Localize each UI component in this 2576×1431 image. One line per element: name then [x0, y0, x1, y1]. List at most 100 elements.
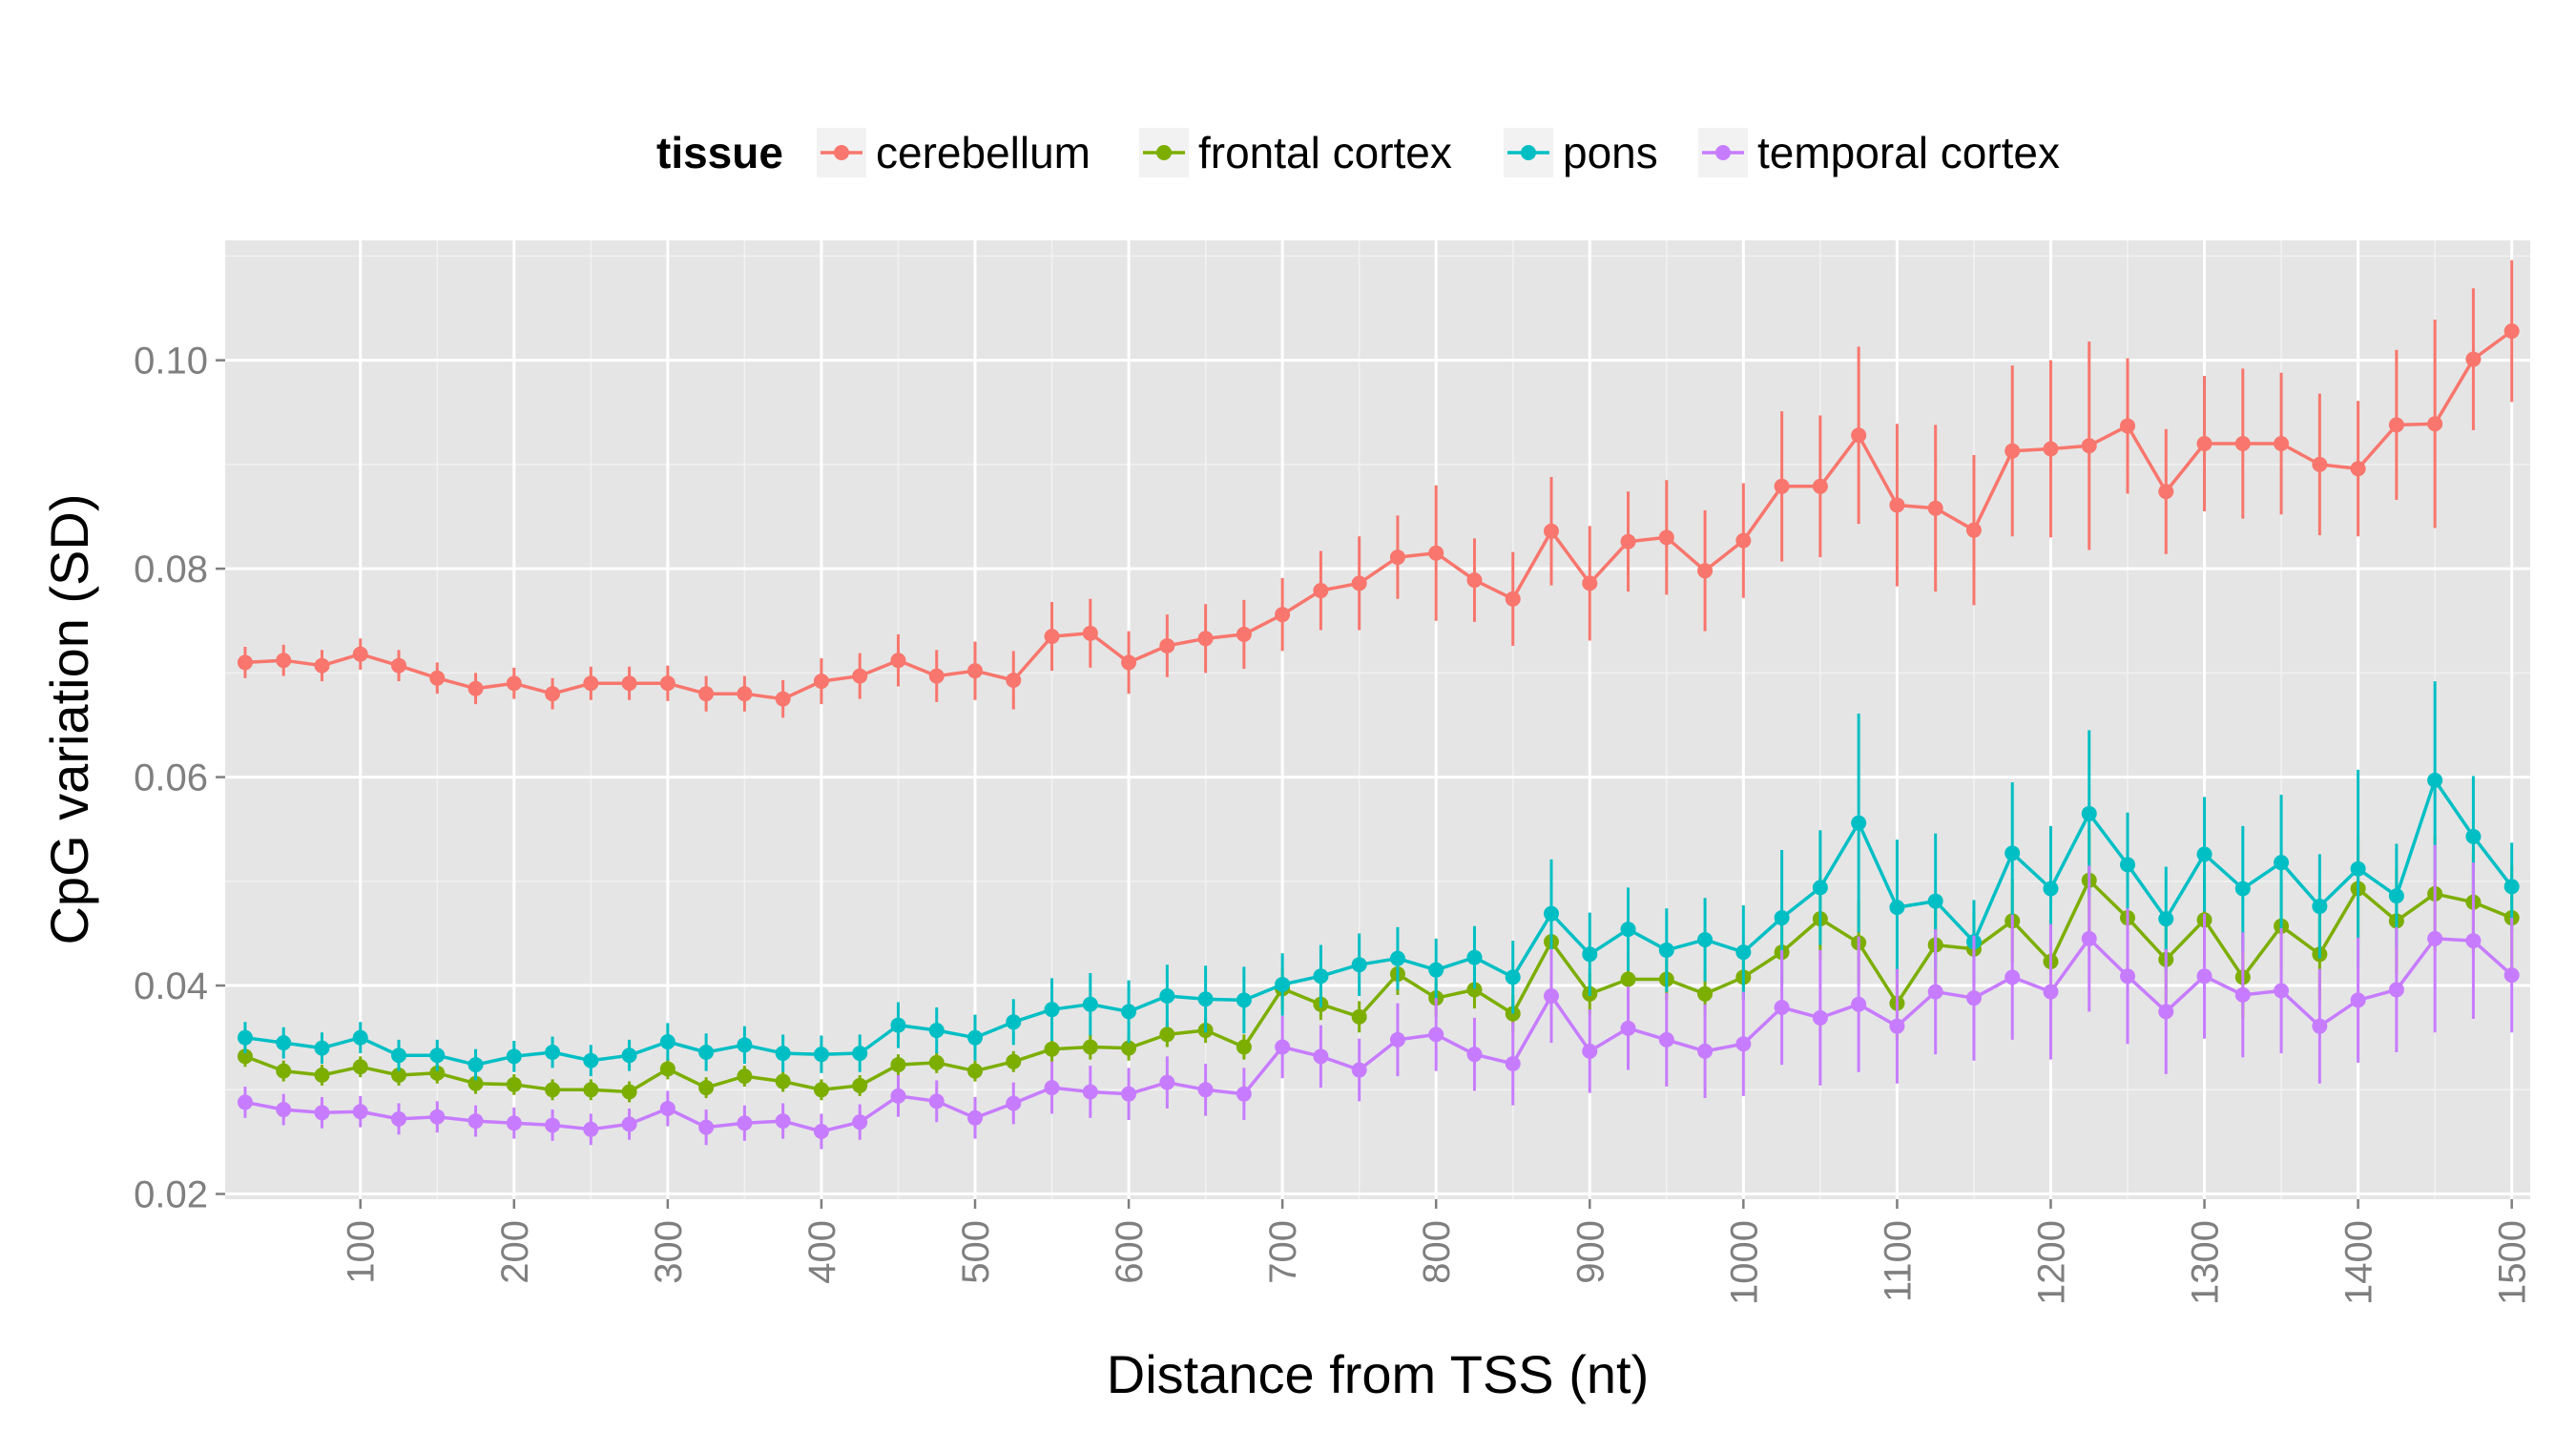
data-point: [2465, 828, 2482, 844]
data-point: [1582, 946, 1598, 963]
data-point: [2234, 986, 2251, 1003]
data-point: [1658, 529, 1674, 546]
data-point: [698, 1080, 715, 1096]
data-point: [237, 1048, 253, 1065]
y-tick-label: 0.10: [134, 341, 208, 383]
data-point: [1620, 533, 1636, 550]
y-axis-title: CpG variation (SD): [39, 493, 99, 944]
legend-item-temporal-cortex: temporal cortex: [1698, 128, 2060, 177]
data-point: [1197, 631, 1214, 647]
data-point: [1927, 500, 1943, 516]
data-point: [2312, 899, 2328, 915]
data-point: [1351, 1062, 1367, 1078]
legend-label: pons: [1563, 128, 1658, 177]
data-point: [1389, 550, 1405, 566]
x-tick-label: 900: [1569, 1220, 1611, 1284]
data-point: [1044, 1041, 1060, 1057]
data-point: [1428, 1027, 1444, 1043]
data-point: [659, 1100, 675, 1116]
data-point: [391, 657, 407, 674]
data-point: [698, 686, 715, 702]
y-tick-label: 0.06: [134, 757, 208, 799]
data-point: [1082, 1039, 1098, 1055]
data-point: [890, 1088, 906, 1104]
data-point: [1275, 607, 1291, 623]
data-point: [429, 670, 446, 686]
data-point: [775, 1073, 791, 1089]
data-point: [2427, 772, 2443, 788]
data-point: [852, 1077, 868, 1093]
data-point: [928, 668, 945, 684]
data-point: [1965, 990, 1982, 1006]
data-point: [1658, 1031, 1674, 1047]
legend: tissue cerebellum frontal cortex pons tempor…: [656, 128, 2060, 177]
data-point: [1582, 575, 1598, 591]
data-point: [2081, 930, 2097, 946]
data-point: [2081, 805, 2097, 821]
data-point: [1735, 532, 1752, 549]
series-temporal-cortex: [237, 844, 2520, 1150]
data-point: [2503, 967, 2520, 984]
data-point: [1389, 950, 1405, 966]
data-point: [2120, 968, 2136, 985]
data-point: [1505, 591, 1521, 607]
x-tick-label: 100: [341, 1220, 383, 1284]
plot-panel: [225, 240, 2530, 1199]
data-point: [2274, 855, 2290, 871]
data-point: [1812, 880, 1828, 896]
data-point: [237, 1029, 253, 1046]
data-point: [621, 675, 637, 692]
x-tick-label: 300: [648, 1220, 690, 1284]
data-point: [237, 1094, 253, 1110]
data-point: [314, 657, 330, 674]
data-point: [1351, 1008, 1367, 1025]
data-point: [659, 675, 675, 692]
data-point: [237, 654, 253, 671]
data-point: [276, 1063, 292, 1079]
data-point: [1159, 1027, 1175, 1043]
y-tick-label: 0.02: [134, 1174, 208, 1216]
data-point: [506, 1115, 522, 1131]
data-point: [276, 1035, 292, 1051]
data-point: [1121, 1004, 1137, 1020]
legend-item-pons: pons: [1504, 128, 1658, 177]
data-point: [890, 653, 906, 669]
data-point: [967, 1063, 984, 1079]
data-point: [1889, 900, 1905, 916]
data-point: [659, 1034, 675, 1050]
data-point: [1466, 1047, 1483, 1063]
x-tick-label: 1300: [2185, 1220, 2227, 1305]
data-point: [621, 1047, 637, 1064]
data-point: [429, 1109, 446, 1125]
x-tick-label: 1400: [2338, 1220, 2380, 1305]
data-point: [1774, 1000, 1790, 1015]
data-point: [352, 1104, 368, 1120]
data-point: [506, 1076, 522, 1092]
data-point: [467, 1057, 484, 1073]
data-point: [314, 1105, 330, 1121]
data-point: [1851, 815, 1867, 831]
legend-item-cerebellum: cerebellum: [817, 128, 1091, 177]
data-point: [545, 1044, 561, 1060]
data-point: [2234, 881, 2251, 897]
data-point: [1851, 996, 1867, 1012]
data-point: [352, 1029, 368, 1046]
data-point: [1275, 976, 1291, 992]
data-point: [429, 1065, 446, 1081]
data-point: [2196, 846, 2212, 862]
data-point: [1889, 1018, 1905, 1034]
data-point: [1466, 982, 1483, 998]
data-point: [1313, 968, 1329, 985]
data-point: [1236, 1039, 1252, 1055]
legend-key-point: [1715, 145, 1731, 160]
data-point: [1927, 984, 1943, 1000]
data-point: [2274, 983, 2290, 999]
data-point: [1197, 991, 1214, 1007]
data-point: [1697, 931, 1714, 947]
data-point: [1620, 922, 1636, 938]
data-point: [2350, 861, 2366, 877]
data-point: [506, 1048, 522, 1065]
data-point: [1466, 572, 1483, 589]
x-tick-label: 400: [801, 1220, 843, 1284]
